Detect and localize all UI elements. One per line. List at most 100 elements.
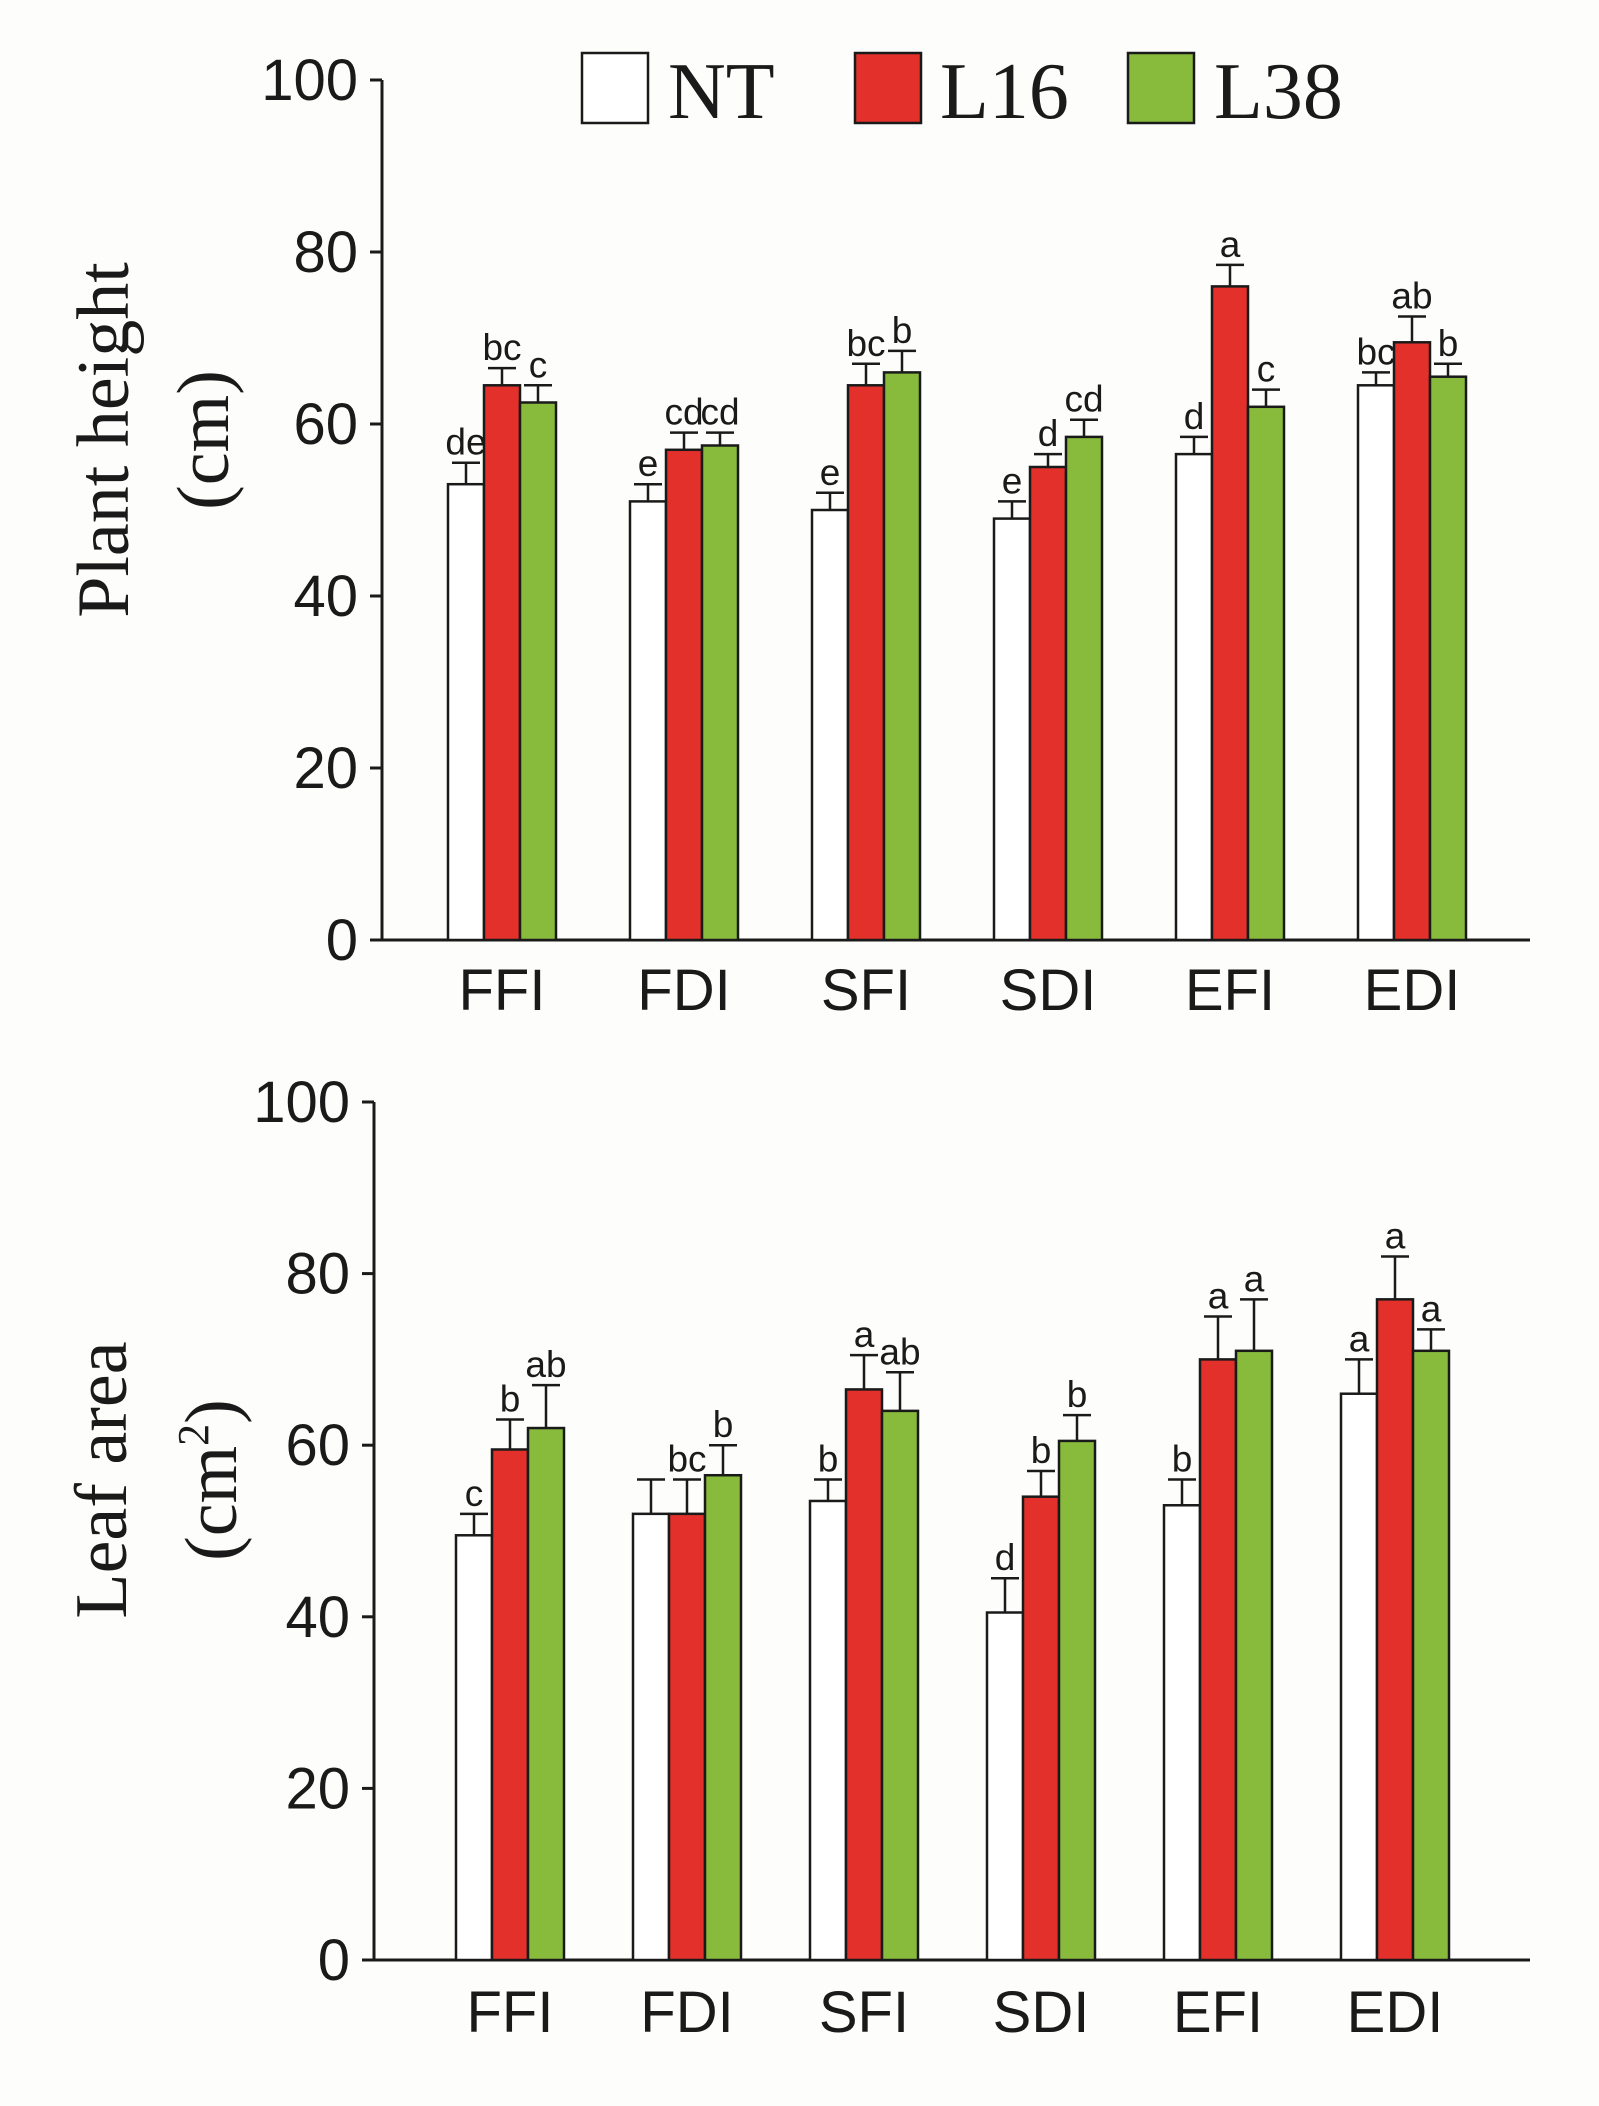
- significance-label: cd: [1064, 379, 1103, 420]
- bar-nt-ffi: [446, 482, 486, 942]
- y-tick-label: 100: [253, 1070, 350, 1135]
- error-bar: [1027, 1469, 1055, 1497]
- x-tick-label: EFI: [1185, 958, 1275, 1023]
- bar-nt-sfi: [810, 508, 850, 942]
- bar-l16-edi: [1375, 1298, 1415, 1962]
- error-bar: [673, 1478, 701, 1514]
- legend-item-l16: L16: [853, 48, 1069, 136]
- error-bar: [532, 1383, 560, 1429]
- bar-l16-sfi: [846, 384, 886, 942]
- error-bar: [496, 1418, 524, 1450]
- x-tick-label: SDI: [1000, 958, 1097, 1023]
- significance-label: c: [1257, 349, 1276, 390]
- legend-label-l38: L38: [1214, 48, 1343, 136]
- error-bar: [1381, 1255, 1409, 1300]
- error-bar: [452, 461, 480, 485]
- significance-label: c: [465, 1473, 484, 1514]
- significance-label: d: [1038, 413, 1059, 454]
- significance-label: b: [500, 1378, 521, 1419]
- error-bar: [488, 366, 516, 386]
- bar-nt-efi: [1162, 1504, 1202, 1962]
- error-bar: [814, 1478, 842, 1501]
- significance-label: b: [1172, 1439, 1193, 1480]
- y-tick-label: 40: [293, 564, 358, 629]
- y-axis-label-close: ): [171, 1399, 253, 1424]
- error-bar: [1240, 1298, 1268, 1351]
- bar-nt-edi: [1339, 1392, 1379, 1962]
- legend-item-nt: NT: [580, 48, 775, 136]
- significance-label: b: [892, 310, 913, 351]
- legend-swatch-nt: [580, 51, 650, 125]
- bar-nt-sdi: [985, 1611, 1025, 1962]
- error-bar: [524, 384, 552, 403]
- error-bar: [1180, 435, 1208, 455]
- error-bar: [991, 1576, 1019, 1613]
- error-bar: [1034, 452, 1062, 467]
- bar-nt-ffi: [454, 1534, 494, 1962]
- legend-label-l16: L16: [940, 48, 1069, 136]
- bar-nt-efi: [1174, 452, 1214, 942]
- legend-swatch-l16: [853, 51, 923, 125]
- bar-nt-sdi: [992, 517, 1032, 942]
- significance-label: d: [1184, 396, 1205, 437]
- x-tick-label: EDI: [1364, 958, 1461, 1023]
- legend-swatch-l38: [1126, 51, 1196, 125]
- bar-l16-fdi: [664, 448, 704, 942]
- y-tick-label: 0: [318, 1928, 350, 1993]
- error-bar: [850, 1353, 878, 1390]
- error-bar: [1252, 388, 1280, 407]
- error-bar: [1362, 371, 1390, 386]
- significance-label: a: [1208, 1276, 1229, 1317]
- significance-label: ab: [1391, 276, 1432, 317]
- bar-l38-fdi: [703, 1473, 743, 1962]
- error-bar: [637, 1478, 665, 1514]
- significance-label: bc: [667, 1439, 706, 1480]
- significance-label: b: [1438, 323, 1459, 364]
- x-tick-label: EDI: [1347, 1980, 1444, 2045]
- bar-l16-ffi: [482, 384, 522, 942]
- error-bar: [1070, 418, 1098, 437]
- x-tick-label: FDI: [640, 1980, 733, 2045]
- y-tick-label: 80: [293, 220, 358, 285]
- chart-leaf-area: Leaf area (cm2) 020406080100FFIcbabFDIbc…: [61, 1070, 1530, 2045]
- y-tick-label: 60: [285, 1413, 350, 1478]
- bar-l38-efi: [1234, 1349, 1274, 1962]
- y-axis-label-line2: (cm2): [169, 1399, 253, 1561]
- bar-nt-fdi: [631, 1512, 671, 1962]
- significance-label: cd: [664, 392, 703, 433]
- significance-label: a: [1385, 1215, 1406, 1256]
- error-bar: [670, 431, 698, 450]
- bar-l38-edi: [1428, 375, 1468, 942]
- significance-label: b: [713, 1404, 734, 1445]
- significance-label: bc: [846, 323, 885, 364]
- bar-nt-edi: [1356, 384, 1396, 942]
- error-bar: [998, 500, 1026, 519]
- significance-label: d: [995, 1537, 1016, 1578]
- error-bar: [888, 349, 916, 373]
- bar-l38-ffi: [518, 401, 558, 942]
- significance-label: a: [1349, 1318, 1370, 1359]
- x-tick-label: SFI: [821, 958, 911, 1023]
- error-bar: [1345, 1358, 1373, 1394]
- significance-label: de: [445, 422, 486, 463]
- y-axis-label-paren: (cm: [171, 1446, 253, 1561]
- bar-l38-ffi: [526, 1426, 566, 1962]
- bar-l38-sfi: [882, 371, 922, 942]
- x-tick-label: FDI: [637, 958, 730, 1023]
- bar-l38-sdi: [1064, 435, 1104, 942]
- significance-label: a: [854, 1314, 875, 1355]
- error-bar: [1434, 362, 1462, 377]
- error-bar: [460, 1512, 488, 1536]
- error-bar: [709, 1443, 737, 1476]
- significance-label: ab: [525, 1344, 566, 1385]
- significance-label: a: [1421, 1288, 1442, 1329]
- bar-l16-efi: [1210, 285, 1250, 942]
- significance-label: a: [1244, 1258, 1265, 1299]
- y-tick-label: 0: [326, 908, 358, 973]
- error-bar: [1204, 1315, 1232, 1360]
- y-tick-label: 40: [285, 1585, 350, 1650]
- error-bar: [1168, 1478, 1196, 1506]
- error-bar: [1398, 315, 1426, 343]
